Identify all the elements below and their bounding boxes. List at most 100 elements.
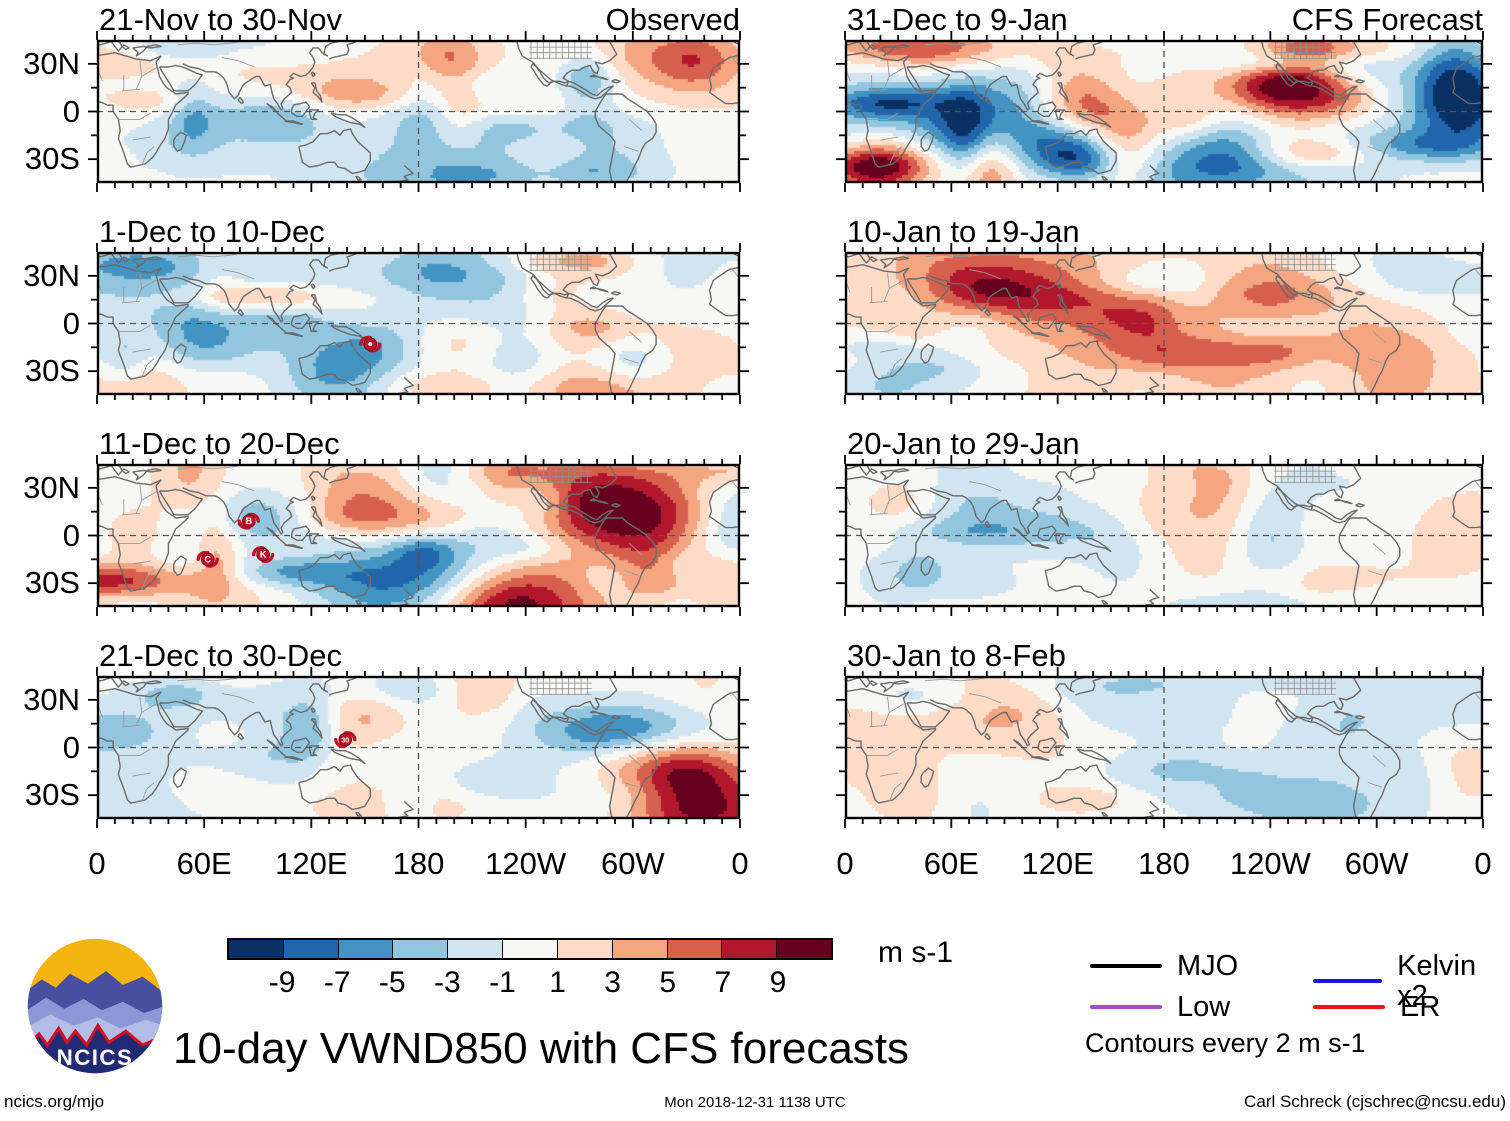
coastline	[1037, 313, 1057, 329]
coastline	[708, 54, 740, 105]
country-border	[118, 748, 151, 756]
country-border	[883, 696, 890, 726]
x-axis-label: 120W	[485, 846, 567, 881]
logo-text: NCICS	[57, 1045, 134, 1070]
coastline	[562, 40, 618, 87]
x-axis-label: 0	[88, 846, 106, 881]
coastline	[1055, 321, 1066, 333]
coastline	[1452, 266, 1483, 317]
panel-border	[96, 251, 741, 396]
coastline	[1338, 305, 1360, 395]
y-axis-label: 30N	[23, 257, 80, 293]
coastline	[1350, 729, 1401, 819]
coastline	[984, 520, 991, 529]
panel-date-label: 20-Jan to 29-Jan	[847, 426, 1080, 461]
country-border	[623, 570, 639, 576]
coastline	[845, 464, 878, 476]
colorbar-segment	[776, 940, 831, 958]
panel-frame	[836, 243, 1492, 404]
panel-title-row: 20-Jan to 29-Jan	[847, 426, 1483, 462]
coastline	[1333, 286, 1353, 293]
coastline	[1333, 710, 1353, 717]
cyclone-label: K	[260, 550, 267, 560]
coastline	[589, 498, 609, 505]
coastline	[97, 264, 189, 380]
y-axis-label: 30S	[24, 141, 80, 177]
country-border	[141, 702, 158, 713]
panel-border	[844, 39, 1484, 184]
coastline	[920, 767, 935, 788]
colorbar-segment	[392, 940, 448, 958]
coastline	[1044, 128, 1117, 175]
panel-frame: 30	[88, 667, 749, 828]
country-border	[889, 702, 906, 713]
panel-frame	[836, 455, 1492, 616]
coastline	[310, 294, 323, 315]
panel-border	[96, 39, 741, 184]
country-border	[869, 300, 888, 304]
coastline	[1101, 599, 1108, 605]
x-axis-label: 120W	[1229, 846, 1311, 881]
footer-credit: Carl Schreck (cjschrec@ncsu.edu)	[1244, 1092, 1506, 1111]
coastline	[1350, 93, 1401, 183]
coastline	[1306, 40, 1362, 87]
panel-title-row: 11-Dec to 20-Dec	[99, 426, 740, 462]
colorbar-tick-label: -1	[489, 966, 516, 999]
country-border	[1473, 267, 1483, 281]
coastline	[310, 718, 323, 739]
y-axis-label: 0	[62, 305, 80, 341]
coastline	[879, 44, 910, 57]
country-border	[221, 481, 255, 492]
coastline	[1355, 715, 1365, 720]
map-panel-fcst-3	[845, 464, 1483, 607]
coastline	[1075, 40, 1103, 60]
panel-title-row: 30-Jan to 8-Feb	[847, 638, 1483, 674]
coastline	[132, 44, 162, 57]
cyclone-marker	[359, 335, 382, 353]
coastline	[562, 676, 618, 723]
country-border	[141, 278, 158, 289]
coastline	[1057, 707, 1062, 714]
coastline	[1030, 332, 1050, 337]
coastline	[298, 340, 371, 387]
coastline	[355, 387, 362, 393]
coastline	[291, 313, 311, 329]
country-border	[869, 512, 888, 516]
coastline-overlay	[845, 40, 1483, 183]
coastline	[1101, 175, 1108, 181]
coastline	[1037, 737, 1057, 753]
country-border	[628, 543, 643, 555]
coastline	[606, 305, 657, 395]
y-axis-label: 30S	[24, 777, 80, 813]
legend-item-er: ER	[1313, 992, 1440, 1022]
country-border	[888, 570, 902, 590]
coastline	[516, 252, 555, 299]
coastline	[1057, 718, 1069, 739]
map-panel-obs-3	[97, 464, 740, 607]
coastline	[920, 343, 935, 364]
country-border	[730, 691, 740, 705]
coastline	[284, 120, 304, 125]
coastline	[845, 40, 878, 52]
country-border	[135, 272, 143, 302]
colorbar	[227, 938, 833, 960]
country-border	[118, 536, 151, 544]
coastline	[920, 555, 935, 576]
coastline	[158, 276, 204, 304]
coastline	[1037, 101, 1057, 117]
country-border	[135, 60, 143, 90]
panel-title-row: 1-Dec to 10-Dec	[99, 214, 740, 250]
cyclone-label: B	[246, 516, 253, 526]
coastline	[553, 292, 614, 312]
legend-label: Low	[1177, 991, 1231, 1023]
coastline	[516, 464, 555, 511]
coastline	[553, 80, 614, 100]
coastline	[291, 737, 311, 753]
coastline	[845, 476, 937, 592]
panel-border	[844, 251, 1484, 396]
coastline	[1057, 283, 1062, 290]
legend-label: MJO	[1177, 950, 1239, 982]
coastline	[1338, 93, 1360, 183]
coastline	[1055, 109, 1066, 121]
colorbar-tick-label: -7	[323, 966, 351, 999]
